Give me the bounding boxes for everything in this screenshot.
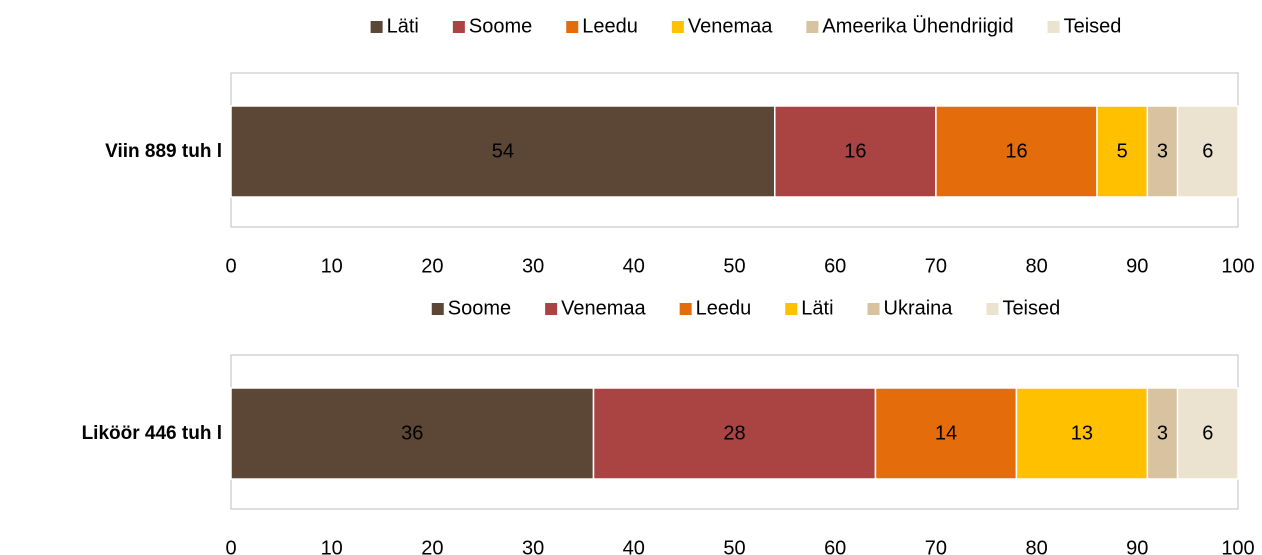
legend-label: Ameerika Ühendriigid — [822, 15, 1013, 37]
x-tick-label: 100 — [1221, 255, 1254, 277]
legend-swatch — [545, 303, 558, 315]
legend-swatch — [370, 21, 383, 33]
data-label: 54 — [492, 140, 514, 162]
x-tick-label: 0 — [225, 537, 236, 555]
x-tick-label: 90 — [1126, 537, 1148, 555]
x-tick-label: 10 — [321, 255, 343, 277]
data-label: 36 — [401, 422, 423, 444]
x-tick-label: 70 — [925, 537, 947, 555]
x-tick-label: 50 — [723, 255, 745, 277]
legend-swatch — [785, 303, 798, 315]
x-tick-label: 40 — [623, 537, 645, 555]
x-tick-label: 70 — [925, 255, 947, 277]
legend-label: Leedu — [696, 297, 752, 319]
x-tick-label: 0 — [225, 255, 236, 277]
bar-segment — [1176, 105, 1239, 198]
legend-swatch — [806, 21, 819, 33]
data-label: 6 — [1202, 140, 1213, 162]
bar-segment — [230, 105, 776, 198]
x-tick-label: 100 — [1221, 537, 1254, 555]
legend-label: Teised — [1002, 297, 1060, 319]
legend-label: Ukraina — [884, 297, 954, 319]
bar-segment — [774, 105, 937, 198]
category-label: Liköör 446 tuh l — [82, 423, 222, 444]
legend-label: Läti — [387, 15, 419, 37]
legend-swatch — [679, 303, 692, 315]
data-label: 5 — [1117, 140, 1128, 162]
bar-segment — [1146, 105, 1179, 198]
x-tick-label: 20 — [421, 255, 443, 277]
legend-label: Teised — [1064, 15, 1122, 37]
bar-segment — [1096, 105, 1149, 198]
legend-swatch — [452, 21, 465, 33]
data-label: 16 — [844, 140, 866, 162]
legend-swatch — [986, 303, 999, 315]
x-tick-label: 20 — [421, 537, 443, 555]
legend-swatch — [431, 303, 444, 315]
legend-label: Venemaa — [688, 15, 773, 37]
legend-swatch — [1047, 21, 1060, 33]
x-tick-label: 50 — [723, 537, 745, 555]
legend-swatch — [867, 303, 880, 315]
legend-label: Leedu — [582, 15, 638, 37]
x-tick-label: 40 — [623, 255, 645, 277]
bar-segment — [1176, 387, 1239, 480]
category-label: Viin 889 tuh l — [105, 141, 222, 162]
x-tick-label: 10 — [321, 537, 343, 555]
bar-segment — [230, 387, 595, 480]
legend-swatch — [671, 21, 684, 33]
x-tick-label: 90 — [1126, 255, 1148, 277]
data-label: 13 — [1071, 422, 1093, 444]
data-label: 28 — [723, 422, 745, 444]
data-label: 14 — [935, 422, 957, 444]
x-tick-label: 80 — [1025, 255, 1047, 277]
x-tick-label: 60 — [824, 255, 846, 277]
legend-label: Läti — [801, 297, 833, 319]
data-label: 6 — [1202, 422, 1213, 444]
legend-swatch — [566, 21, 579, 33]
data-label: 16 — [1005, 140, 1027, 162]
data-label: 3 — [1157, 422, 1168, 444]
x-tick-label: 30 — [522, 255, 544, 277]
legend-label: Venemaa — [561, 297, 646, 319]
data-label: 3 — [1157, 140, 1168, 162]
legend-label: Soome — [448, 297, 511, 319]
x-tick-label: 30 — [522, 537, 544, 555]
bar-segment — [1015, 387, 1149, 480]
x-tick-label: 80 — [1025, 537, 1047, 555]
legend-label: Soome — [469, 15, 532, 37]
x-tick-label: 60 — [824, 537, 846, 555]
